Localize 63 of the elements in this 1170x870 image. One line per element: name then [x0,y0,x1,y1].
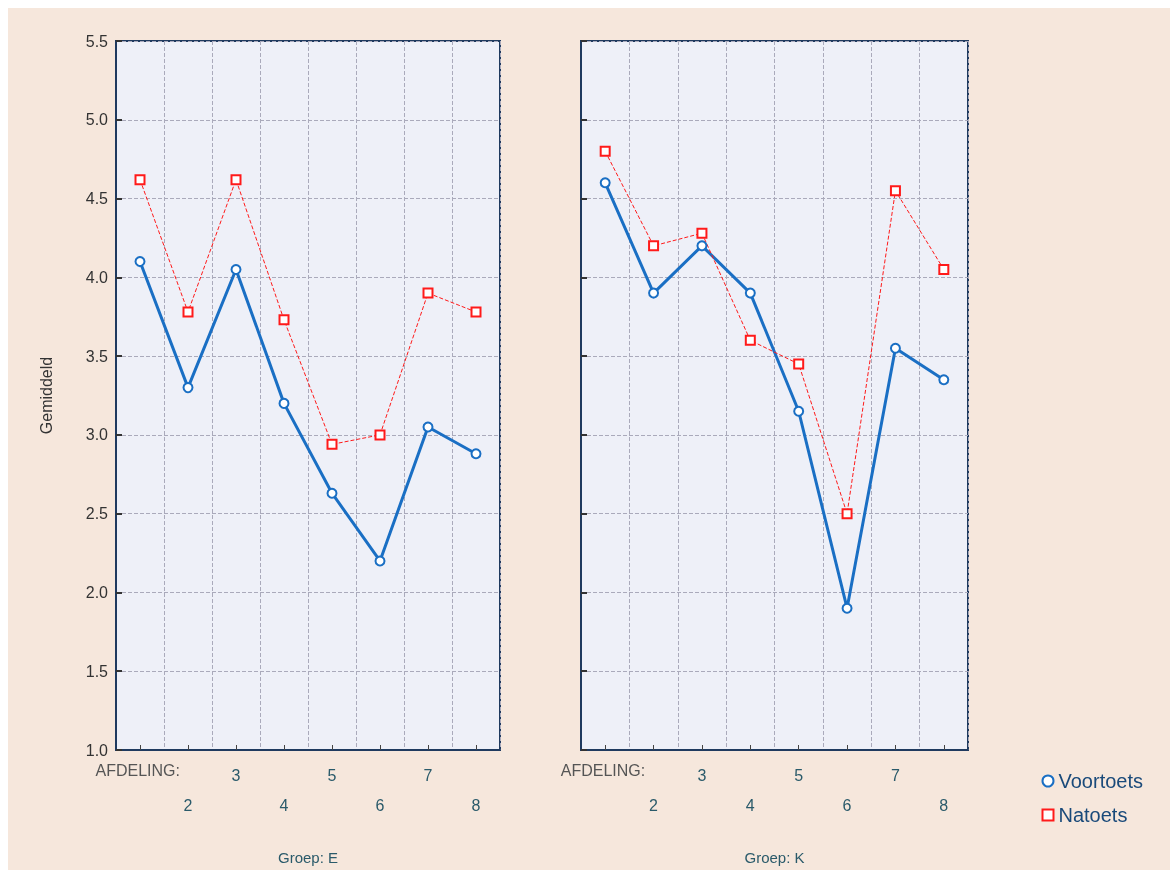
legend-label: Voortoets [1058,770,1144,792]
point [374,555,386,567]
x-tick-label: 7 [423,766,433,784]
legend-label: Natoets [1058,804,1128,826]
x-tick-label: 3 [231,766,241,784]
point [889,342,901,354]
y-tick-label: 1.0 [85,741,109,759]
point [278,314,290,326]
text: AFDELING: [560,761,646,779]
point [326,487,338,499]
y-tick-label: 5.5 [85,32,109,50]
point [134,174,146,186]
x-tick-label: 5 [327,766,337,784]
point [793,405,805,417]
point [422,421,434,433]
point [230,263,242,275]
point [599,145,611,157]
point [648,287,660,299]
point [889,185,901,197]
y-tick-label: 5.0 [85,111,109,129]
point [744,287,756,299]
point [470,306,482,318]
point [938,374,950,386]
point [841,602,853,614]
point [938,263,950,275]
point [599,177,611,189]
y-tick-label: 3.5 [85,347,109,365]
x-tick-label: 8 [939,796,949,814]
y-tick-label: 2.5 [85,505,109,523]
x-tick-label: 6 [375,796,385,814]
x-tick-label: 3 [697,766,707,784]
point [422,287,434,299]
y-tick-label: 4.0 [85,268,109,286]
x-tick-label: 5 [794,766,804,784]
y-tick-label: 3.0 [85,426,109,444]
point [470,448,482,460]
point [648,240,660,252]
point [696,240,708,252]
y-tick-label: 4.5 [85,190,109,208]
x-tick-label: 4 [279,796,289,814]
x-tick-label: 6 [842,796,852,814]
x-axis-title: Groep: E [277,849,339,866]
point [278,397,290,409]
x-tick-label: 8 [471,796,481,814]
y-axis-title: Gemiddeld [37,356,55,435]
x-tick-label: 2 [183,796,193,814]
y-tick-label: 2.0 [85,583,109,601]
x-tick-label: 7 [890,766,900,784]
point [374,429,386,441]
point [841,508,853,520]
x-tick-label: 2 [649,796,659,814]
point [696,227,708,239]
text: AFDELING: [95,761,180,779]
point [326,438,338,450]
point [182,306,194,318]
point [793,358,805,370]
point [230,174,242,186]
y-tick-label: 1.5 [85,662,109,680]
point [182,382,194,394]
point [134,256,146,268]
x-tick-label: 4 [745,796,755,814]
x-axis-title: Groep: K [744,849,805,866]
point [744,334,756,346]
